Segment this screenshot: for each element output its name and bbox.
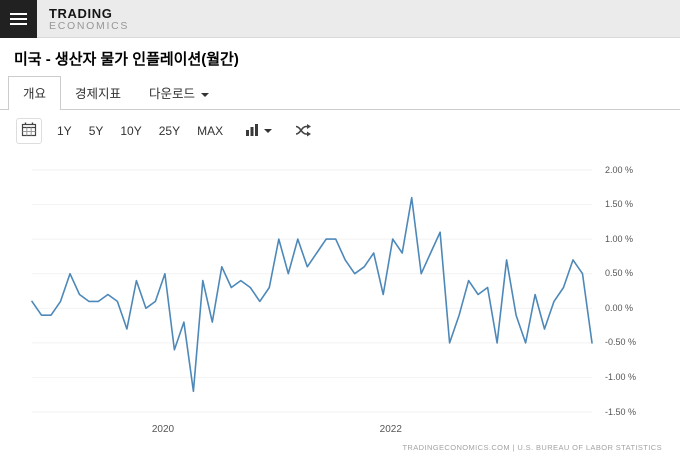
chart-type-button[interactable] (244, 121, 274, 142)
tab-download[interactable]: 다운로드 (135, 77, 223, 109)
logo-bottom-text: ECONOMICS (49, 20, 130, 32)
tab-overview[interactable]: 개요 (8, 76, 62, 110)
tab-download-label: 다운로드 (149, 87, 196, 101)
range-1y-button[interactable]: 1Y (57, 124, 72, 138)
x-axis-tick-label: 2020 (151, 424, 175, 435)
range-25y-button[interactable]: 25Y (158, 124, 181, 138)
caret-down-icon (264, 129, 273, 133)
chart-toolbar: 1Y 5Y 10Y 25Y MAX (0, 110, 680, 144)
calendar-button[interactable] (16, 118, 42, 144)
caret-down-icon (201, 93, 210, 97)
page-title: 미국 - 생산자 물가 인플레이션(월간) (14, 51, 239, 68)
y-axis-tick-label: 0.50 % (605, 268, 634, 279)
logo[interactable]: TRADING ECONOMICS (49, 7, 129, 32)
tab-bar: 개요 경제지표 다운로드 (0, 76, 680, 110)
top-header: TRADING ECONOMICS (0, 0, 680, 38)
compare-shuffle-icon (295, 123, 312, 140)
tab-indicators[interactable]: 경제지표 (75, 87, 122, 101)
chart[interactable]: TRADINGECONOMICS.COM | U.S. BUREAU OF LA… (14, 154, 666, 454)
y-axis-tick-label: 1.50 % (605, 199, 634, 210)
y-axis-tick-label: 1.00 % (605, 233, 634, 244)
range-5y-button[interactable]: 5Y (88, 124, 104, 138)
compare-button[interactable] (293, 121, 314, 142)
y-axis-tick-label: 0.00 % (605, 302, 634, 313)
range-10y-button[interactable]: 10Y (120, 124, 142, 138)
y-axis-tick-label: 2.00 % (605, 164, 634, 175)
range-max-button[interactable]: MAX (197, 124, 224, 138)
ppi-line-chart (31, 169, 593, 413)
x-axis-tick-label: 2022 (379, 424, 402, 435)
y-axis-tick-label: -1.00 % (605, 371, 637, 382)
logo-top-text: TRADING (49, 6, 113, 21)
chart-attribution: TRADINGECONOMICS.COM | U.S. BUREAU OF LA… (402, 443, 662, 452)
calendar-icon (21, 122, 37, 140)
hamburger-menu-icon[interactable] (0, 0, 37, 38)
y-axis-tick-label: -0.50 % (605, 337, 637, 348)
bar-chart-icon (246, 123, 260, 140)
y-axis-tick-label: -1.50 % (605, 406, 637, 417)
